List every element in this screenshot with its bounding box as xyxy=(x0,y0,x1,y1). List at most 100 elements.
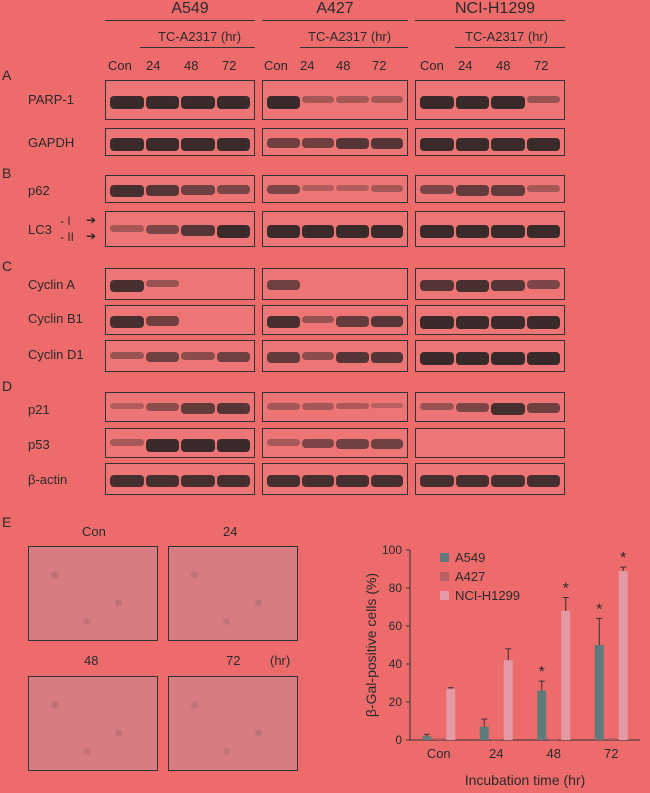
blot-band xyxy=(145,96,179,109)
blot-band xyxy=(491,316,525,329)
blot-band xyxy=(336,316,369,327)
row-label-lc3: LC3 xyxy=(28,222,52,237)
panel-letter-c: C xyxy=(2,258,13,274)
significance-marker: * xyxy=(596,601,602,618)
row-label-cyclin-d1: Cyclin D1 xyxy=(28,347,84,362)
blot-band xyxy=(370,96,403,103)
blot-p62 xyxy=(262,175,408,203)
blot-band xyxy=(216,475,250,488)
micrograph-label-24: 24 xyxy=(223,524,238,539)
lane-label: 72 xyxy=(222,58,237,73)
cell-line-a549: A549 xyxy=(171,0,209,17)
y-tick-label: 40 xyxy=(389,657,403,671)
blot-band xyxy=(267,475,300,488)
micrograph-72 xyxy=(168,676,298,771)
lane-label: 24 xyxy=(146,58,161,73)
blot-band xyxy=(370,138,403,150)
header-rule-h1299 xyxy=(415,20,565,21)
blot-cyclin-d1 xyxy=(105,340,255,372)
lane-label: 72 xyxy=(372,58,387,73)
blot-band xyxy=(181,352,215,361)
bar xyxy=(434,738,444,740)
bar xyxy=(537,690,547,740)
blot-band xyxy=(110,352,144,360)
blot-band xyxy=(370,475,403,488)
legend-label: A427 xyxy=(455,569,485,584)
blot-band xyxy=(301,185,334,191)
bar xyxy=(446,688,456,740)
legend-label: A549 xyxy=(455,550,485,565)
blot-band xyxy=(526,352,560,365)
treatment-label-a427: TC-A2317 (hr) xyxy=(308,29,392,44)
blot-band xyxy=(301,138,334,148)
blot-band xyxy=(145,316,179,326)
blot-band xyxy=(267,225,300,238)
blot-band xyxy=(145,439,179,452)
bar xyxy=(503,660,513,740)
blot-p21 xyxy=(415,392,565,422)
blot-beta-actin xyxy=(415,463,565,495)
blot-band xyxy=(455,316,489,329)
row-label-cyclin-b1: Cyclin B1 xyxy=(28,311,83,326)
blot-band xyxy=(181,475,215,488)
blot-p21 xyxy=(105,392,255,422)
blot-band xyxy=(145,352,179,362)
panel-letter-a: A xyxy=(2,67,12,83)
blot-band xyxy=(216,225,250,238)
blot-gapdh xyxy=(415,128,565,156)
lane-label: Con xyxy=(420,58,444,73)
blot-band xyxy=(216,403,250,415)
blot-band xyxy=(336,439,369,449)
blot-band xyxy=(526,96,560,104)
y-tick-label: 60 xyxy=(389,619,403,633)
y-tick-label: 0 xyxy=(395,733,402,747)
bar xyxy=(594,645,604,740)
micrograph-unit: (hr) xyxy=(270,653,291,668)
blot-band xyxy=(526,225,560,238)
cell-line-a427: A427 xyxy=(316,0,354,17)
blot-band xyxy=(491,225,525,238)
blot-band xyxy=(526,403,560,413)
blot-band xyxy=(110,475,144,488)
lane-label: 48 xyxy=(496,58,511,73)
lane-label: 72 xyxy=(534,58,549,73)
blot-gapdh xyxy=(262,128,408,156)
blot-band xyxy=(336,96,369,103)
panel-letter-b: B xyxy=(2,165,12,181)
blot-cyclin-a xyxy=(105,268,255,300)
micrograph-con xyxy=(28,546,158,641)
blot-cyclin-a xyxy=(262,268,408,300)
blot-band xyxy=(267,185,300,194)
bar xyxy=(561,610,571,740)
blot-parp1 xyxy=(415,80,565,120)
blot-band xyxy=(301,475,334,488)
panel-letter-e: E xyxy=(2,514,12,530)
blot-cyclin-a xyxy=(415,268,565,300)
blot-band xyxy=(336,225,369,238)
blot-band xyxy=(267,352,300,363)
blot-band xyxy=(181,225,215,237)
blot-p53 xyxy=(105,428,255,458)
treatment-label-h1299: TC-A2317 (hr) xyxy=(465,29,549,44)
blot-band xyxy=(526,475,560,488)
lane-label: 48 xyxy=(184,58,199,73)
x-tick-label: 72 xyxy=(604,746,618,761)
micrograph-label-48: 48 xyxy=(84,653,99,668)
row-label-beta-actin: β-actin xyxy=(28,472,68,487)
blot-band xyxy=(301,403,334,410)
blot-band xyxy=(216,185,250,194)
blot-band xyxy=(110,280,144,293)
bar xyxy=(606,738,616,740)
blot-parp1 xyxy=(262,80,408,120)
blot-band xyxy=(301,96,334,103)
blot-lc3 xyxy=(415,211,565,247)
blot-band xyxy=(145,475,179,488)
cell-line-h1299: NCI-H1299 xyxy=(454,0,536,17)
blot-band xyxy=(420,96,454,109)
blot-band xyxy=(455,138,489,151)
blot-band xyxy=(145,185,179,197)
y-tick-label: 100 xyxy=(382,543,402,557)
micrograph-48 xyxy=(28,676,158,771)
blot-band xyxy=(301,439,334,448)
treatment-rule-a427 xyxy=(300,47,408,48)
